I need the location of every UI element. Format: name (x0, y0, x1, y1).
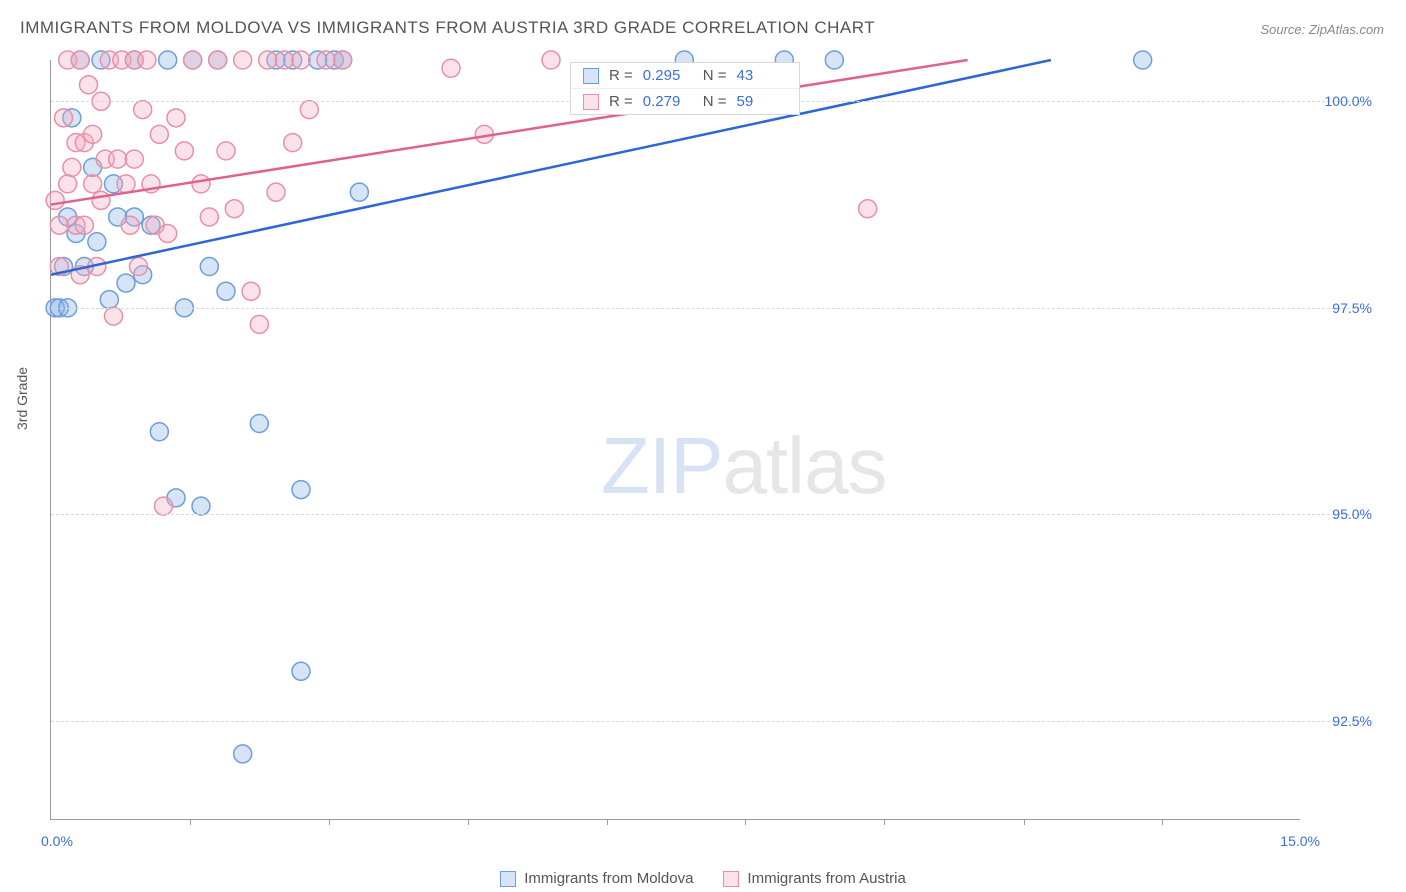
data-point (46, 191, 64, 209)
data-point (150, 125, 168, 143)
data-point (63, 158, 81, 176)
data-point (155, 497, 173, 515)
stats-row-moldova: R =0.295 N =43 (571, 63, 799, 89)
data-point (300, 101, 318, 119)
data-point (192, 175, 210, 193)
data-point (167, 109, 185, 127)
data-point (275, 51, 293, 69)
trend-line (51, 60, 1051, 275)
swatch-austria-icon (583, 94, 599, 110)
data-point (259, 51, 277, 69)
data-point (859, 200, 877, 218)
x-tick (468, 819, 469, 825)
data-point (217, 282, 235, 300)
legend-item-moldova: Immigrants from Moldova (500, 870, 693, 887)
x-tick (1024, 819, 1025, 825)
x-axis-max-label: 15.0% (1280, 833, 1320, 849)
data-point (150, 423, 168, 441)
data-point (292, 662, 310, 680)
chart-title: IMMIGRANTS FROM MOLDOVA VS IMMIGRANTS FR… (20, 18, 875, 38)
data-point (84, 175, 102, 193)
legend-item-austria: Immigrants from Austria (723, 870, 905, 887)
stats-row-austria: R =0.279 N =59 (571, 89, 799, 114)
data-point (55, 109, 73, 127)
data-point (292, 51, 310, 69)
data-point (130, 258, 148, 276)
data-point (50, 216, 68, 234)
data-point (159, 51, 177, 69)
swatch-moldova-icon (500, 871, 516, 887)
y-tick-label: 95.0% (1312, 506, 1372, 522)
gridline-h (51, 308, 1360, 309)
data-point (350, 183, 368, 201)
data-point (159, 224, 177, 242)
data-point (317, 51, 335, 69)
x-tick (190, 819, 191, 825)
data-point (175, 142, 193, 160)
data-point (234, 51, 252, 69)
data-point (75, 216, 93, 234)
data-point (134, 101, 152, 119)
data-point (825, 51, 843, 69)
data-point (88, 233, 106, 251)
data-point (109, 150, 127, 168)
trend-line (51, 60, 968, 205)
data-point (209, 51, 227, 69)
data-point (292, 481, 310, 499)
swatch-austria-icon (723, 871, 739, 887)
data-point (217, 142, 235, 160)
data-point (234, 745, 252, 763)
data-point (125, 150, 143, 168)
scatter-svg (51, 60, 1300, 819)
data-point (184, 51, 202, 69)
plot-area: ZIPatlas 0.0% 15.0% 100.0%97.5%95.0%92.5… (50, 60, 1300, 820)
data-point (71, 51, 89, 69)
data-point (1134, 51, 1152, 69)
data-point (138, 51, 156, 69)
data-point (121, 216, 139, 234)
y-tick-label: 92.5% (1312, 713, 1372, 729)
y-tick-label: 97.5% (1312, 300, 1372, 316)
data-point (200, 258, 218, 276)
y-axis-label: 3rd Grade (14, 367, 30, 430)
data-point (242, 282, 260, 300)
data-point (284, 134, 302, 152)
source-label: Source: ZipAtlas.com (1260, 22, 1384, 37)
x-tick (607, 819, 608, 825)
data-point (59, 175, 77, 193)
data-point (200, 208, 218, 226)
x-tick (884, 819, 885, 825)
gridline-h (51, 514, 1360, 515)
data-point (334, 51, 352, 69)
data-point (250, 315, 268, 333)
x-tick (745, 819, 746, 825)
data-point (100, 291, 118, 309)
stats-legend: R =0.295 N =43 R =0.279 N =59 (570, 62, 800, 115)
data-point (117, 274, 135, 292)
x-tick (329, 819, 330, 825)
data-point (192, 497, 210, 515)
data-point (84, 125, 102, 143)
data-point (542, 51, 560, 69)
data-point (92, 191, 110, 209)
x-axis-min-label: 0.0% (41, 833, 73, 849)
data-point (117, 175, 135, 193)
gridline-h (51, 721, 1360, 722)
data-point (225, 200, 243, 218)
data-point (442, 59, 460, 77)
data-point (105, 307, 123, 325)
data-point (250, 414, 268, 432)
data-point (267, 183, 285, 201)
series-legend: Immigrants from Moldova Immigrants from … (0, 870, 1406, 887)
data-point (80, 76, 98, 94)
y-tick-label: 100.0% (1312, 93, 1372, 109)
x-tick (1162, 819, 1163, 825)
swatch-moldova-icon (583, 68, 599, 84)
